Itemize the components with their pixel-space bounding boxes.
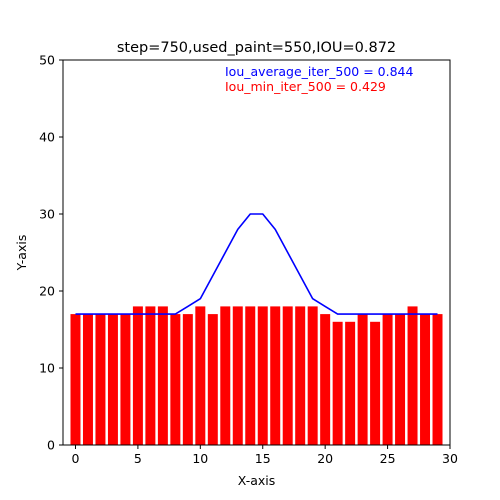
bar xyxy=(107,314,118,445)
x-tick-label: 5 xyxy=(134,451,142,466)
x-tick-label: 15 xyxy=(255,451,271,466)
y-tick-label: 50 xyxy=(39,53,55,68)
bar xyxy=(82,314,93,445)
bar xyxy=(432,314,443,445)
y-tick-label: 10 xyxy=(39,361,55,376)
bar xyxy=(145,306,156,445)
bar xyxy=(70,314,81,445)
y-tick-label: 20 xyxy=(39,284,55,299)
bar xyxy=(132,306,143,445)
bar xyxy=(195,306,206,445)
x-tick-label: 20 xyxy=(317,451,333,466)
bar xyxy=(420,314,431,445)
bar xyxy=(120,314,131,445)
bar xyxy=(282,306,293,445)
annotation-min: Iou_min_iter_500 = 0.429 xyxy=(225,79,386,94)
plot-content xyxy=(70,213,443,445)
bar xyxy=(245,306,256,445)
bar xyxy=(370,321,381,445)
series-line xyxy=(75,213,438,315)
x-tick-label: 0 xyxy=(72,451,80,466)
bar xyxy=(182,314,193,445)
plot-frame xyxy=(62,59,451,446)
y-axis-label: Y-axis xyxy=(14,235,29,272)
bar xyxy=(157,306,168,445)
bar xyxy=(270,306,281,445)
x-tick-label: 25 xyxy=(380,451,396,466)
bar xyxy=(357,314,368,445)
chart-title: step=750,used_paint=550,IOU=0.872 xyxy=(117,40,396,56)
bar xyxy=(395,314,406,445)
bar xyxy=(257,306,268,445)
bar xyxy=(307,306,318,445)
bar xyxy=(295,306,306,445)
bar xyxy=(407,306,418,445)
y-tick-label: 40 xyxy=(39,130,55,145)
axis-ticks: 0 5 10 15 20 25 30 0 10 20 30 40 50 xyxy=(39,53,458,467)
bar xyxy=(332,321,343,445)
bar xyxy=(320,314,331,445)
bar xyxy=(232,306,243,445)
annotation-average: Iou_average_iter_500 = 0.844 xyxy=(225,64,413,79)
bar xyxy=(207,314,218,445)
bar xyxy=(345,321,356,445)
bar xyxy=(382,314,393,445)
x-axis-label: X-axis xyxy=(238,473,276,488)
y-tick-label: 30 xyxy=(39,207,55,222)
x-tick-label: 30 xyxy=(442,451,458,466)
bar xyxy=(170,314,181,445)
bar xyxy=(95,314,106,445)
y-tick-label: 0 xyxy=(47,438,55,453)
x-tick-label: 10 xyxy=(192,451,208,466)
bar xyxy=(220,306,231,445)
